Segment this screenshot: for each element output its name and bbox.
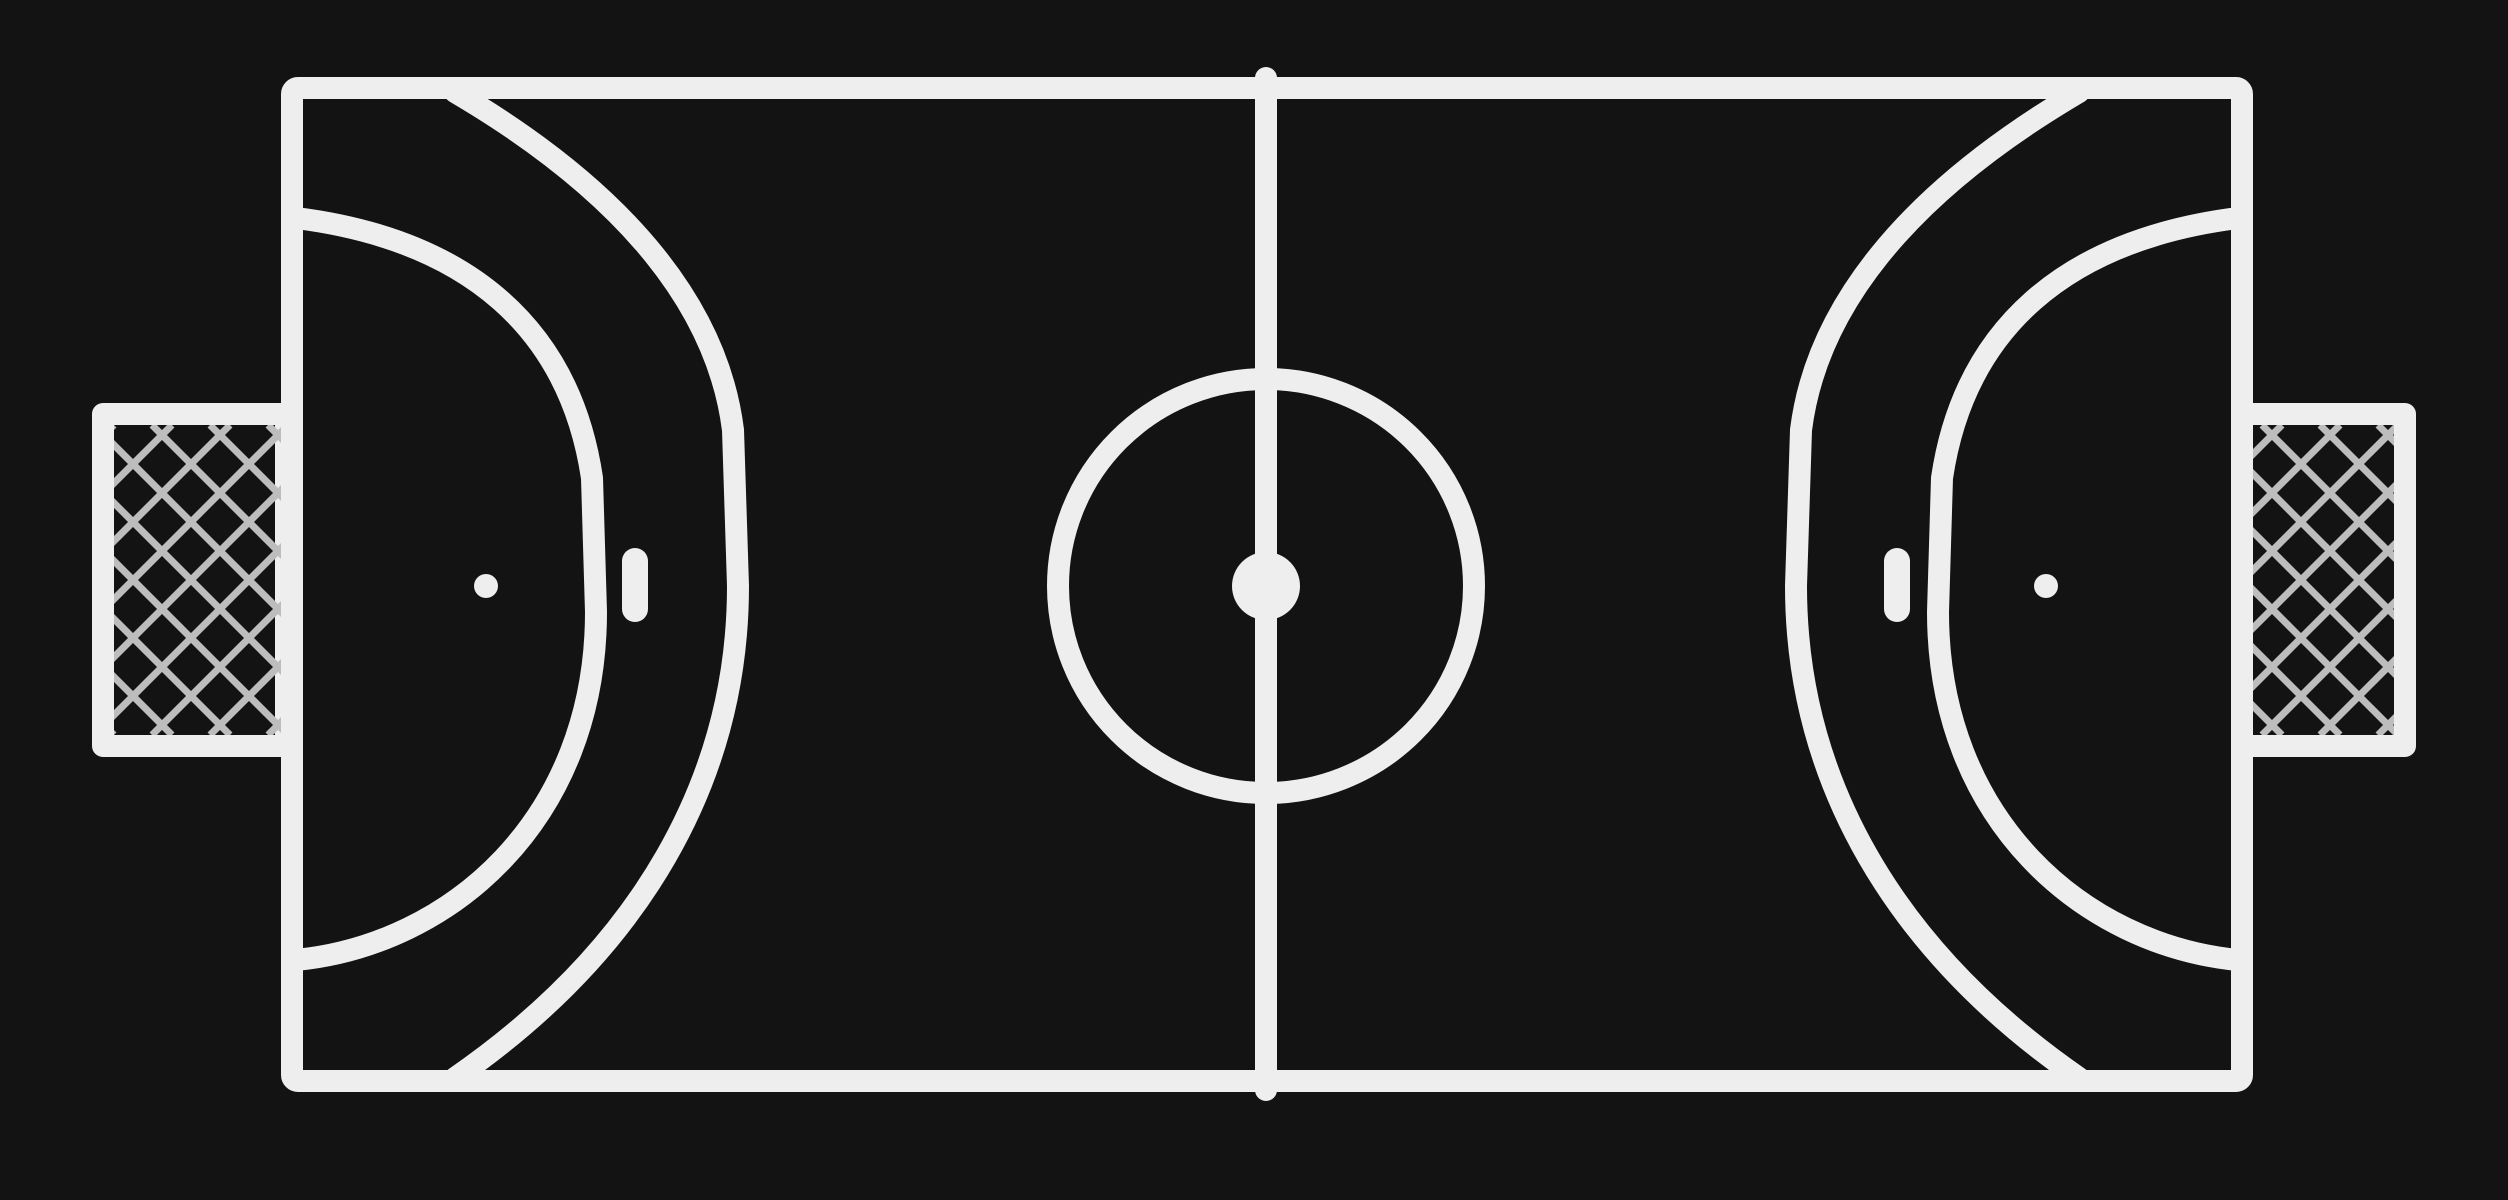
right-goalkeeper-mark xyxy=(2034,574,2058,598)
left-seven-meter-mark xyxy=(622,548,648,622)
net-strand xyxy=(114,425,284,604)
net-strand xyxy=(149,425,284,562)
net-strand xyxy=(2259,598,2394,735)
net-strand xyxy=(114,425,175,488)
net-strand xyxy=(2224,614,2343,735)
net-strand xyxy=(2317,425,2394,504)
net-strand xyxy=(2494,425,2508,735)
center-circle xyxy=(1047,368,1485,804)
net-strand xyxy=(114,425,233,546)
net-strand xyxy=(207,425,284,504)
left-goal-net xyxy=(114,425,284,735)
left-goal-area-line xyxy=(285,207,607,971)
net-strand xyxy=(114,672,175,735)
right-free-throw-line xyxy=(1785,81,2090,1089)
net-strand xyxy=(149,598,284,735)
net-strand xyxy=(2259,425,2394,562)
right-goal-area-line xyxy=(1927,207,2249,971)
left-free-throw-line xyxy=(444,81,749,1089)
net-strand xyxy=(2317,656,2394,735)
right-seven-meter-mark xyxy=(1884,548,1910,622)
net-strand xyxy=(114,614,233,735)
net-strand xyxy=(2224,540,2394,720)
net-strand xyxy=(2436,425,2508,735)
center-spot xyxy=(1232,552,1300,620)
net-strand xyxy=(2224,482,2394,662)
net-strand xyxy=(114,482,284,662)
net-strand xyxy=(2224,425,2343,546)
net-strand xyxy=(2494,425,2508,735)
net-strand xyxy=(2436,425,2508,735)
net-strand xyxy=(207,656,284,735)
left-goalkeeper-mark xyxy=(474,574,498,598)
net-strand xyxy=(114,540,284,720)
